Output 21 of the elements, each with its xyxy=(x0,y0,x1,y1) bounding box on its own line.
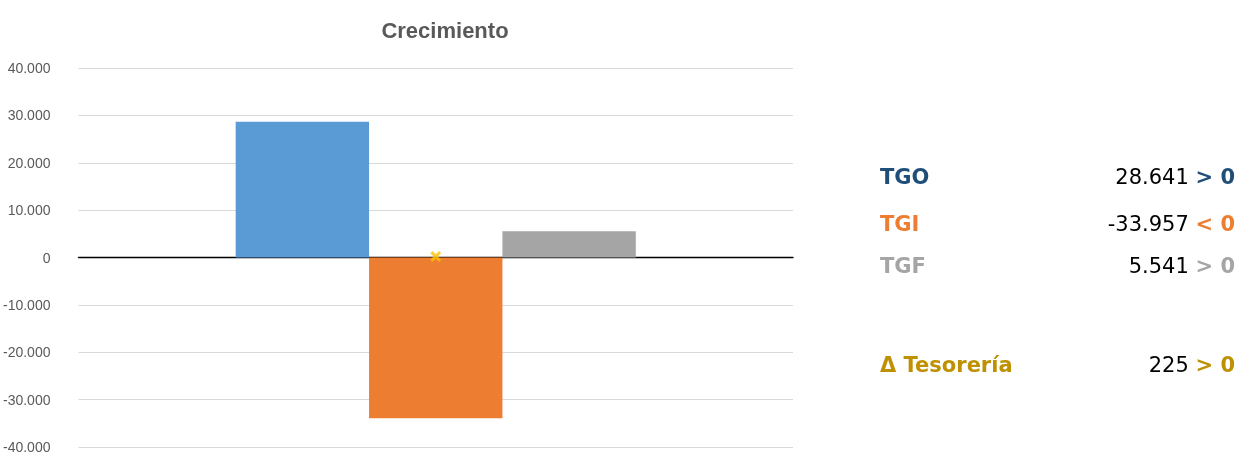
text: -33.957 < 0 xyxy=(1107,212,1235,236)
y-tick-label: 20.000 xyxy=(7,154,51,171)
y-tick-label: 40.000 xyxy=(7,60,51,76)
text: 28.641 > 0 xyxy=(1115,165,1235,189)
y-tick-label: -30.000 xyxy=(3,391,51,408)
chart-title: Crecimiento xyxy=(381,17,509,43)
y-tick-label: 0 xyxy=(42,249,51,266)
bar xyxy=(369,257,503,419)
text: TGO xyxy=(880,165,930,189)
y-tick-label: 10.000 xyxy=(7,202,51,219)
text: 225 > 0 xyxy=(1148,353,1235,377)
bar xyxy=(235,121,370,258)
text: TGF xyxy=(880,254,926,278)
text: TGI xyxy=(880,212,920,236)
y-tick-label: -40.000 xyxy=(3,439,51,455)
text: 5.541 > 0 xyxy=(1128,254,1235,278)
text: Δ Tesorería xyxy=(880,353,1013,377)
y-tick-label: 30.000 xyxy=(7,107,51,124)
bar xyxy=(502,231,636,258)
y-tick-label: -20.000 xyxy=(3,344,51,361)
y-tick-label: -10.000 xyxy=(3,296,51,313)
